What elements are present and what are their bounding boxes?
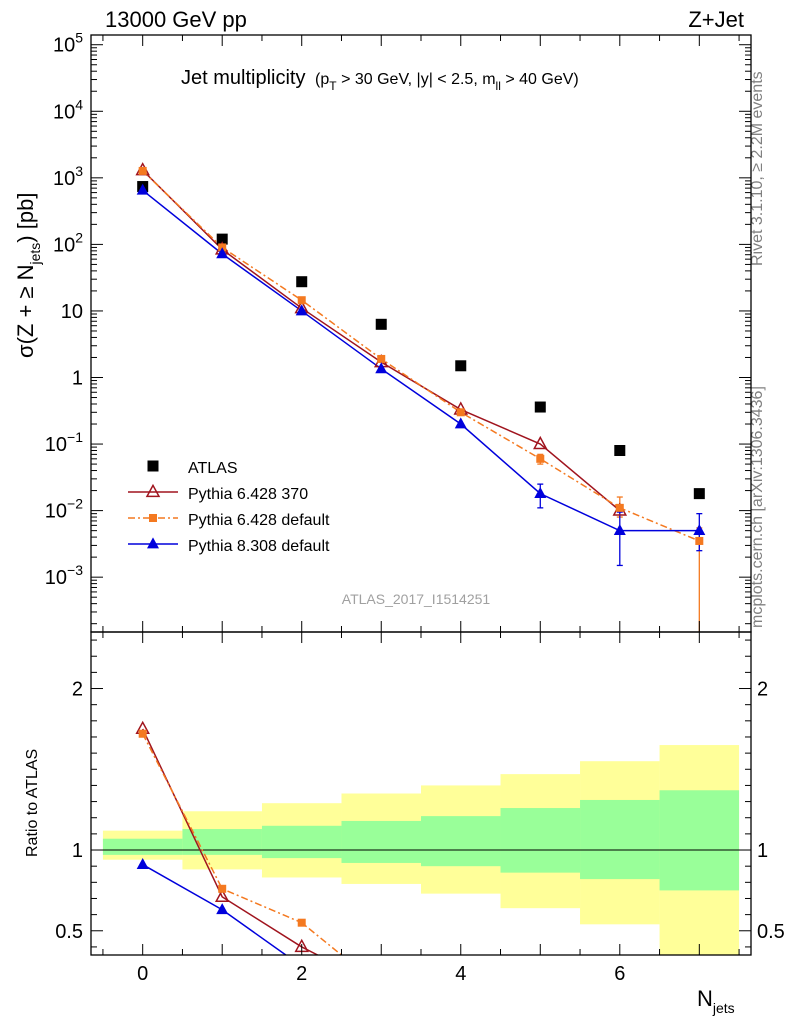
data-point-0-4 [455, 360, 467, 372]
plot-title: Jet multiplicity (pT > 30 GeV, |y| < 2.5… [181, 67, 579, 93]
mcplots-label: mcplots.cern.ch [arXiv:1306.3436] [749, 386, 766, 628]
data-point-3-2 [295, 304, 308, 316]
x-axis-label: Njets [697, 986, 735, 1016]
y-tick-label-5: 1 [72, 368, 83, 390]
data-point-3-5 [534, 487, 547, 499]
ratio-y-tick-label-1: 1 [72, 840, 83, 862]
legend-marker-1 [145, 483, 161, 498]
y-axis-label: σ(Z + ≥ Njets) [pb] [13, 193, 43, 358]
data-point-2-2 [297, 296, 306, 305]
ratio-point-1-1 [218, 884, 227, 893]
y-tick-label-4: 10 [61, 301, 83, 323]
y-tick-label-7: 10−2 [45, 496, 83, 523]
legend: ATLAS Pythia 6.428 370 Pythia 6.428 defaul… [128, 460, 330, 555]
legend-label-3: Pythia 8.308 default [188, 538, 330, 555]
x-tick-label-2: 4 [455, 963, 466, 985]
y-tick-label-8: 10−3 [45, 562, 83, 589]
ratio-inner-band-4 [421, 816, 501, 867]
ratio-point-0-1 [214, 888, 230, 903]
ratio-line-1 [142, 733, 342, 955]
data-point-3-0 [136, 183, 149, 195]
data-point-2-3 [377, 354, 386, 363]
series-line-2 [142, 170, 700, 542]
x-tick-label-1: 2 [296, 963, 307, 985]
y-tick-label-0: 105 [53, 30, 83, 57]
data-point-3-6 [613, 524, 626, 536]
ratio-point-1-2 [297, 918, 306, 927]
data-point-3-1 [216, 247, 229, 259]
ratio-y-tick-label-right-1: 1 [757, 840, 768, 862]
ratio-y-tick-label-2: 2 [72, 679, 83, 701]
data-point-3-4 [454, 417, 467, 429]
ratio-y-tick-label-right-2: 2 [757, 679, 768, 701]
data-point-2-4 [456, 408, 465, 417]
y-tick-label-3: 102 [53, 229, 83, 256]
ratio-inner-band-5 [500, 808, 581, 873]
legend-marker-0 [147, 460, 159, 472]
ratio-point-1-0 [138, 729, 147, 738]
data-point-3-7 [693, 524, 706, 536]
ratio-point-2-0 [136, 857, 149, 869]
ratio-y-axis-label: Ratio to ATLAS [24, 749, 41, 857]
data-point-0-5 [534, 401, 546, 413]
data-point-0-3 [375, 318, 387, 330]
analysis-watermark: ATLAS_2017_I1514251 [342, 591, 491, 607]
rivet-version-label: Rivet 3.1.10, ≥ 2.2M events [749, 71, 766, 266]
data-point-3-3 [375, 362, 388, 374]
y-tick-label-1: 104 [53, 96, 83, 123]
y-tick-label-2: 103 [53, 163, 83, 190]
x-tick-label-0: 0 [137, 963, 148, 985]
ratio-y-tick-label-right-0: 0.5 [757, 921, 785, 943]
data-point-0-2 [296, 276, 308, 288]
ratio-line-2 [142, 863, 287, 955]
ratio-inner-band-3 [341, 820, 421, 863]
ratio-inner-band-0 [102, 838, 183, 855]
ratio-line-0 [142, 728, 318, 955]
ratio-inner-band-2 [261, 825, 342, 859]
x-tick-label-3: 6 [614, 963, 625, 985]
legend-label-0: ATLAS [188, 460, 238, 477]
ratio-inner-band-6 [580, 799, 660, 880]
data-point-2-7 [695, 536, 704, 545]
legend-label-1: Pythia 6.428 370 [188, 486, 308, 503]
ratio-y-tick-label-0: 0.5 [55, 921, 83, 943]
ratio-point-2-1 [216, 903, 229, 915]
legend-marker-2 [149, 514, 157, 522]
data-point-1-5 [533, 435, 548, 450]
data-point-0-6 [614, 445, 626, 457]
data-point-0-1 [216, 233, 228, 245]
y-tick-label-6: 10−1 [45, 429, 83, 456]
data-point-2-5 [536, 454, 545, 463]
legend-label-2: Pythia 6.428 default [188, 512, 330, 529]
ratio-inner-band-7 [659, 790, 740, 891]
data-point-2-0 [138, 166, 147, 175]
header-collision: 13000 GeV pp [105, 7, 247, 32]
header-process: Z+Jet [688, 7, 744, 32]
data-point-2-6 [615, 503, 624, 512]
legend-marker-3 [147, 537, 159, 549]
series-line-3 [142, 189, 700, 532]
data-point-0-7 [693, 488, 705, 500]
